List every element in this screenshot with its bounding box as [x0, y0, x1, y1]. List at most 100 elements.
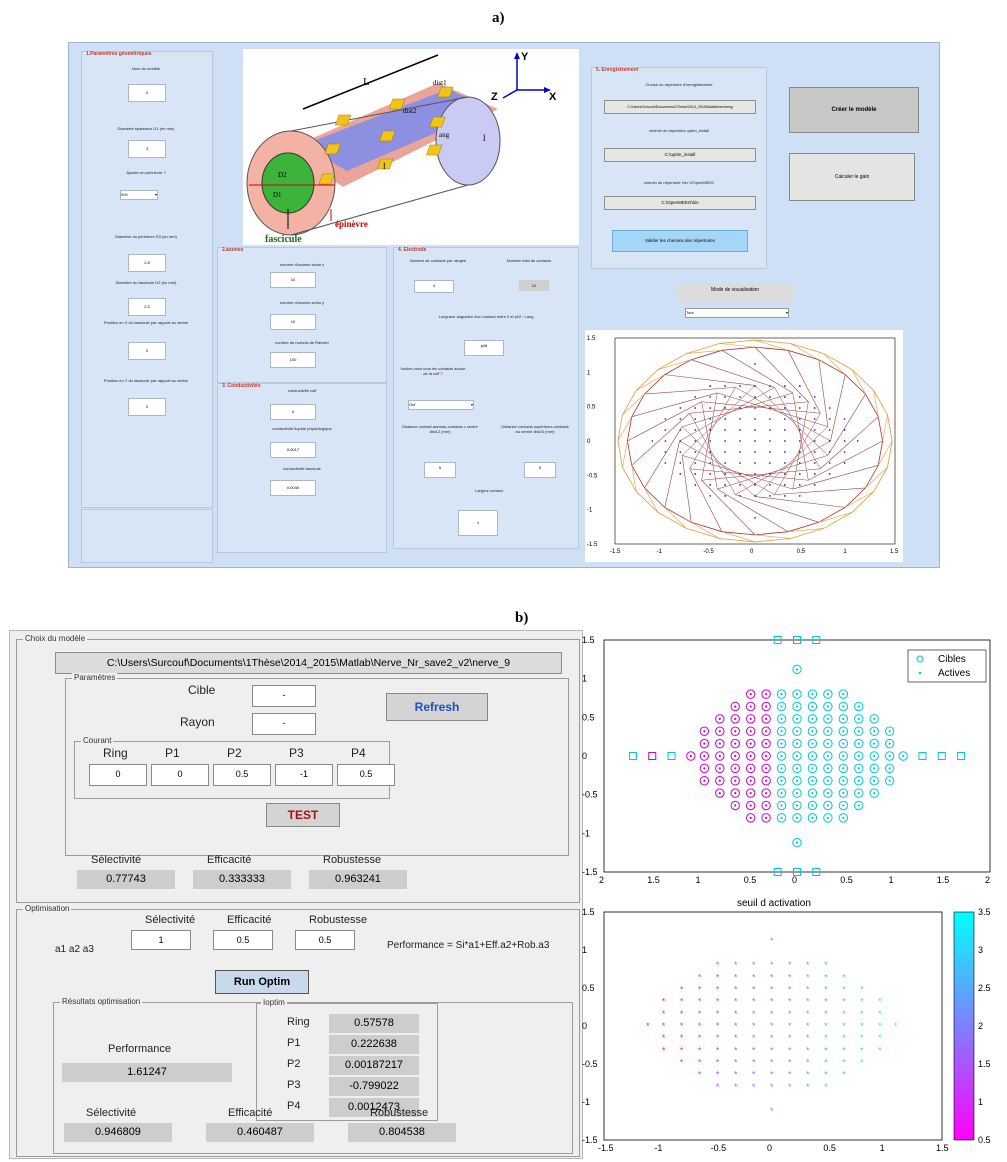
active-marker [749, 705, 752, 708]
model-path-button[interactable]: C:\Users\Surcouf\Documents\1Thèse\2014_2… [55, 652, 562, 674]
geom-input[interactable]: 0 [128, 342, 166, 360]
ring-select[interactable]: Oui ▾ [408, 400, 474, 410]
active-marker [811, 767, 814, 770]
threshold-marker: * [716, 1021, 720, 1031]
target-marker [823, 726, 833, 736]
rayon-input[interactable]: - [252, 713, 316, 735]
conductivity-input[interactable]: 0.0040 [270, 480, 316, 496]
chevron-down-icon: ▾ [470, 402, 473, 407]
active-marker [811, 816, 814, 819]
compute-gain-button[interactable]: Calculer le gain [789, 153, 915, 201]
cible-input[interactable]: - [252, 685, 316, 707]
run-optim-button[interactable]: Run Optim [215, 970, 309, 994]
axones-input[interactable]: 10 [270, 272, 316, 288]
contacts-per-row-input[interactable]: 4 [414, 280, 454, 293]
colorbar-tick: 3.5 [978, 907, 991, 917]
active-marker [703, 767, 706, 770]
target-marker [776, 701, 787, 712]
threshold-marker: * [698, 972, 702, 982]
axones-label: nombre de noeuds de Ranvier [275, 340, 329, 345]
geom-input[interactable]: 0 [128, 84, 166, 102]
contacts [318, 86, 454, 185]
ioptim-label: P1 [287, 1037, 301, 1049]
geom-input[interactable]: 0 [128, 398, 166, 416]
validate-paths-button[interactable]: Valider les chemins des répertoires [612, 230, 748, 252]
current-input[interactable]: 0.5 [213, 764, 271, 786]
threshold-marker: * [680, 997, 684, 1007]
current-input[interactable]: 0 [151, 764, 209, 786]
active-marker [795, 668, 799, 671]
active-marker [811, 742, 814, 745]
mesh-xtick: 0 [750, 549, 754, 555]
target-marker [854, 714, 864, 724]
chart2-xtick: -0.5 [711, 1143, 727, 1153]
threshold-marker: * [734, 1009, 738, 1019]
conductivity-input[interactable]: 0 [270, 404, 316, 420]
conductivity-input[interactable]: 0.0017 [270, 442, 316, 458]
target-marker [792, 788, 802, 798]
target-marker [823, 701, 833, 712]
active-marker [795, 792, 799, 795]
openmeeg-path-button[interactable]: C:\OpenMEEG\bin [604, 196, 756, 210]
conductivity-label: conductivité cuff [287, 388, 317, 393]
threshold-marker: * [788, 1082, 792, 1092]
current-input[interactable]: 0.5 [337, 764, 395, 786]
dist12-input[interactable]: 5 [424, 462, 456, 478]
targets-chart-svg: 2 1.5 1 0.5 0 0.5 1 1.5 2 1.5 1 0.5 0 -0.5 -1 -1.5 Cible… [582, 635, 991, 885]
label-D1: D1 [273, 191, 282, 199]
ioptim-value: 0.222638 [329, 1035, 419, 1054]
optim-path-button[interactable]: C:\optim_install [604, 148, 756, 162]
threshold-marker: * [842, 1033, 846, 1043]
target-marker [761, 701, 771, 712]
axones-input[interactable]: 10 [270, 314, 316, 330]
weight-input[interactable]: 0.5 [213, 930, 273, 950]
model-result-label: Efficacité [207, 854, 252, 866]
geom-input[interactable]: 2.5 [128, 298, 166, 316]
threshold-marker: * [770, 960, 774, 970]
electrode-marker [957, 752, 966, 760]
dist23-input[interactable]: 5 [524, 462, 556, 478]
geom-input[interactable]: 3 [128, 140, 166, 158]
save-group: 5. Enregistrement Choisir un répertoire … [591, 67, 767, 269]
threshold-marker: * [734, 960, 738, 970]
create-model-button[interactable]: Créer le modèle [789, 87, 919, 133]
threshold-marker: * [716, 985, 720, 995]
contact-width-input[interactable]: 1 [458, 510, 498, 536]
vis-mode-select[interactable]: Tout ▾ [685, 308, 789, 318]
current-input[interactable]: -1 [275, 764, 333, 786]
weight-input[interactable]: 1 [131, 930, 191, 950]
threshold-marker: * [698, 1057, 702, 1067]
target-marker [823, 813, 833, 823]
mesh-ytick: 0 [587, 439, 591, 445]
axones-input[interactable]: 100 [270, 352, 316, 368]
target-marker [699, 751, 710, 761]
threshold-marker: * [788, 1033, 792, 1043]
threshold-marker: * [842, 972, 846, 982]
threshold-marker: * [824, 1045, 828, 1055]
threshold-marker: * [824, 1082, 828, 1092]
target-marker [838, 701, 849, 712]
active-marker [873, 779, 876, 782]
threshold-marker: * [860, 1021, 864, 1031]
threshold-marker: * [716, 1070, 720, 1080]
choose-dir-button[interactable]: C:\Users\Surcouf\Documents\1Thèse\2014_2… [604, 100, 756, 114]
current-label: P1 [165, 746, 180, 760]
active-marker [857, 742, 860, 745]
target-marker [823, 738, 833, 749]
threshold-marker: * [824, 960, 828, 970]
test-button[interactable]: TEST [266, 803, 340, 827]
current-input[interactable]: 0 [89, 764, 147, 786]
refresh-button[interactable]: Refresh [386, 693, 488, 721]
weight-input[interactable]: 0.5 [295, 930, 355, 950]
chart1-ytick: 1.5 [582, 635, 595, 645]
angular-length-input[interactable]: pi/8 [464, 340, 504, 356]
active-marker [888, 754, 891, 758]
ioptim-label: P3 [287, 1079, 301, 1091]
geom-input[interactable]: 2.8 [128, 254, 166, 272]
active-marker [795, 742, 799, 745]
active-marker [734, 742, 737, 745]
threshold-marker: * [770, 1033, 774, 1043]
perinevre-select[interactable]: 500 ▾ [120, 190, 158, 200]
active-marker [765, 754, 768, 758]
target-marker [854, 788, 864, 798]
